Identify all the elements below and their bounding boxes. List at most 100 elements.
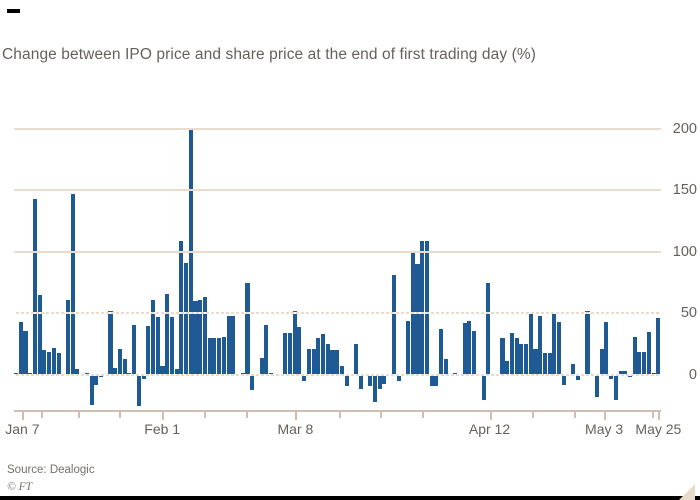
x-tick-major — [604, 412, 607, 420]
bar — [382, 375, 387, 384]
bar — [217, 338, 222, 375]
bar — [174, 368, 179, 375]
bar — [136, 375, 141, 406]
bar — [132, 324, 137, 375]
bar — [467, 320, 472, 375]
bar — [330, 350, 335, 375]
x-tick-minor — [338, 412, 341, 418]
bar — [193, 301, 198, 375]
bar — [250, 375, 255, 390]
bar — [344, 375, 349, 387]
bar — [571, 363, 576, 375]
bar — [377, 375, 382, 389]
bar — [429, 375, 434, 387]
bar — [368, 375, 373, 387]
bar — [372, 375, 378, 403]
x-tick-label: May 25 — [635, 421, 682, 437]
ft-tag-dash — [7, 9, 20, 13]
bar — [358, 375, 363, 389]
bar — [287, 333, 293, 375]
bar — [221, 336, 226, 375]
bar — [618, 371, 623, 375]
x-tick-label: Mar 8 — [277, 421, 314, 437]
bar — [306, 349, 311, 375]
bar — [486, 282, 491, 375]
y-tick-label: 150 — [672, 182, 697, 199]
bar — [89, 375, 94, 405]
bar — [500, 338, 505, 375]
bar — [481, 375, 486, 400]
bar — [505, 361, 510, 375]
x-tick-major — [22, 412, 25, 420]
bar — [609, 375, 614, 379]
bar — [99, 375, 104, 378]
bar — [396, 375, 401, 382]
bar — [141, 375, 146, 379]
bar — [646, 331, 651, 375]
bar — [320, 334, 326, 375]
bar — [472, 330, 477, 375]
bar — [51, 347, 56, 375]
bar — [28, 372, 33, 375]
bar — [405, 320, 411, 375]
y-tick-label: 200 — [672, 120, 697, 137]
x-tick-major — [658, 412, 661, 420]
bar — [56, 352, 61, 375]
bar — [524, 344, 529, 375]
bar — [240, 372, 245, 375]
gridline-dotted-50 — [14, 312, 661, 315]
y-axis-labels: 0 50 100 150 200 — [663, 120, 697, 411]
x-tick-minor — [245, 412, 248, 418]
x-tick-minor — [78, 412, 81, 418]
x-tick-minor — [40, 412, 43, 418]
gridline-150 — [14, 189, 661, 192]
bar — [113, 367, 118, 375]
bar — [547, 352, 552, 375]
bar — [84, 372, 89, 375]
bar — [354, 344, 359, 375]
x-tick-minor — [203, 412, 206, 418]
x-tick-minor — [532, 412, 535, 418]
bar — [160, 366, 165, 375]
x-tick-label: May 3 — [585, 421, 624, 437]
bar — [14, 372, 19, 375]
bar — [613, 375, 618, 400]
bar — [292, 310, 297, 375]
bar — [424, 240, 429, 375]
bar — [155, 317, 160, 375]
bar — [94, 375, 99, 385]
bar — [169, 317, 174, 375]
x-axis: Jan 7 Feb 1 Mar 8 Apr 12 May 3 May 25 — [5, 410, 681, 440]
bar — [651, 372, 656, 375]
plot-area — [14, 120, 661, 411]
bar — [632, 336, 637, 375]
bar — [335, 350, 340, 375]
x-tick-minor — [118, 412, 121, 418]
gridline-100 — [14, 250, 661, 253]
bar — [533, 349, 538, 375]
bar — [259, 357, 264, 375]
gridline-200 — [14, 127, 661, 130]
resize-handle-icon[interactable] — [679, 484, 695, 500]
bar — [462, 323, 467, 375]
bar — [415, 264, 420, 375]
bar — [637, 351, 642, 375]
x-tick-minor — [651, 412, 654, 418]
bar — [443, 358, 448, 375]
bar — [70, 193, 75, 375]
bar — [165, 293, 170, 375]
x-tick-major — [162, 412, 165, 420]
bar — [604, 322, 609, 375]
bar — [117, 349, 122, 375]
bar — [316, 338, 321, 375]
bar — [302, 375, 307, 382]
bar — [599, 349, 604, 375]
bar — [339, 366, 344, 375]
bar — [585, 310, 590, 375]
bar — [453, 372, 458, 375]
bar — [184, 262, 189, 375]
bar — [269, 372, 274, 375]
bar — [311, 349, 316, 375]
y-tick-label: 50 — [680, 305, 697, 322]
gridline-dotted-0 — [14, 374, 661, 376]
